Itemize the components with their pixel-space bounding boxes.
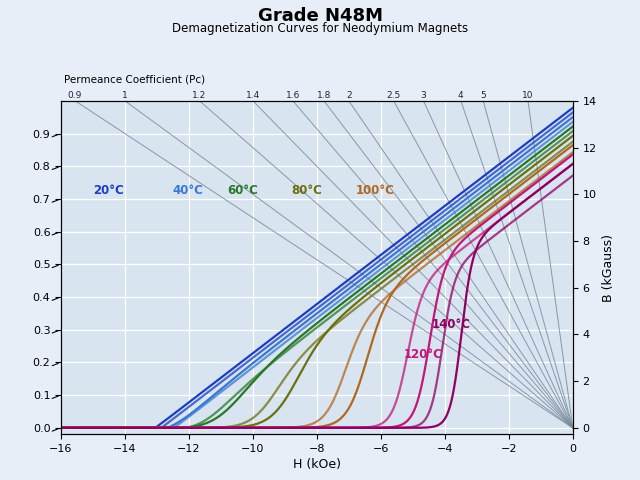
Text: 1.8: 1.8 <box>317 91 331 100</box>
Text: 10: 10 <box>522 91 534 100</box>
Text: 1.4: 1.4 <box>246 91 260 100</box>
Text: 140°C: 140°C <box>432 318 471 331</box>
Text: 80°C: 80°C <box>291 184 322 197</box>
Y-axis label: B (kGauss): B (kGauss) <box>602 234 615 301</box>
Text: 3: 3 <box>420 91 426 100</box>
Text: 20°C: 20°C <box>93 184 124 197</box>
Text: Grade N48M: Grade N48M <box>257 7 383 25</box>
Text: 2: 2 <box>346 91 351 100</box>
Text: 40°C: 40°C <box>173 184 204 197</box>
Text: Permeance Coefficient (Pc): Permeance Coefficient (Pc) <box>64 74 205 84</box>
Text: Demagnetization Curves for Neodymium Magnets: Demagnetization Curves for Neodymium Mag… <box>172 22 468 35</box>
Text: 120°C: 120°C <box>403 348 442 360</box>
Text: 100°C: 100°C <box>355 184 394 197</box>
Text: 5: 5 <box>481 91 486 100</box>
Text: 1: 1 <box>122 91 127 100</box>
X-axis label: H (kOe): H (kOe) <box>292 458 340 471</box>
Text: 1.6: 1.6 <box>285 91 300 100</box>
Text: 4: 4 <box>458 91 463 100</box>
Text: 0.9: 0.9 <box>68 91 82 100</box>
Text: 2.5: 2.5 <box>387 91 401 100</box>
Text: 1.2: 1.2 <box>193 91 207 100</box>
Text: 60°C: 60°C <box>227 184 258 197</box>
